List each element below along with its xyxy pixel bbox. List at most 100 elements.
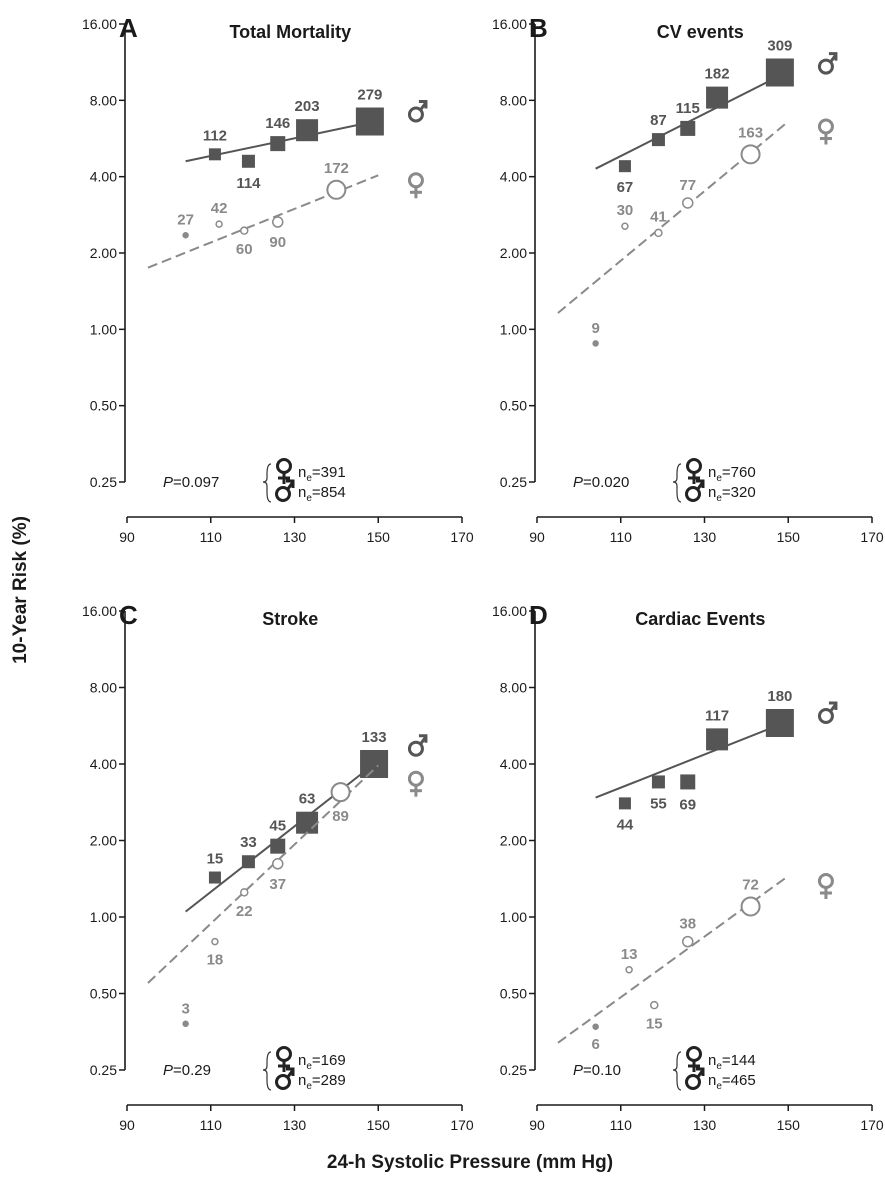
x-tick-label: 150 (367, 1117, 391, 1133)
data-label: 37 (269, 876, 286, 893)
y-tick-label: 0.50 (90, 986, 117, 1002)
male-data-point (765, 708, 794, 737)
male-data-point (680, 120, 696, 136)
data-label: 309 (767, 38, 792, 55)
x-tick-label: 90 (529, 1117, 545, 1133)
y-tick-label: 2.00 (90, 833, 117, 849)
female-data-point (682, 935, 694, 948)
female-symbol-icon (817, 872, 834, 899)
male-data-point (208, 148, 221, 161)
legend-male-icon-ring (275, 486, 291, 502)
male-symbol-icon-ring (407, 106, 424, 123)
x-tick-label: 90 (119, 529, 135, 545)
x-tick-label: 90 (529, 529, 545, 545)
legend-female-icon (686, 1046, 702, 1072)
legend-female-icon-ring (276, 458, 292, 474)
female-symbol-icon (407, 770, 424, 797)
male-data-point (355, 107, 384, 136)
data-label: 13 (621, 946, 638, 963)
data-label: 44 (617, 816, 634, 833)
y-tick-label: 0.25 (90, 1062, 117, 1078)
female-data-point (326, 179, 347, 200)
y-tick-label: 16.00 (82, 16, 117, 32)
legend-male-n: ne=320 (708, 484, 756, 504)
p-value: P=0.097 (163, 474, 219, 491)
p-value: P=0.29 (163, 1062, 211, 1079)
female-series: 6 13 15 38 72 (557, 875, 789, 1053)
legend-female-icon-ring (686, 458, 702, 474)
data-label: 6 (591, 1036, 599, 1053)
female-data-point (740, 144, 761, 165)
legend-male-icon (685, 1067, 705, 1090)
x-tick-label: 110 (200, 1117, 223, 1133)
panel-a: 0.25 0.50 1.00 2.00 4.00 8.00 16.00 90 110 130 150… (82, 13, 474, 545)
y-tick-label: 0.50 (500, 986, 527, 1002)
male-data-point (706, 86, 729, 109)
data-label: 114 (236, 175, 261, 192)
legend-female-icon (276, 1046, 292, 1072)
y-tick-label: 0.50 (90, 398, 117, 414)
data-label: 115 (676, 100, 700, 117)
male-data-point (270, 136, 286, 152)
data-label: 180 (767, 688, 792, 705)
male-series: 67 87 115 182 309 (595, 38, 794, 196)
data-label: 18 (207, 952, 224, 969)
male-data-point (618, 160, 631, 173)
male-data-point (706, 728, 729, 751)
panel-d: 0.25 0.50 1.00 2.00 4.00 8.00 16.00 90 110 130 150… (492, 600, 884, 1133)
y-tick-label: 1.00 (90, 321, 117, 337)
legend-female-n: ne=760 (708, 464, 756, 484)
female-data-point (211, 937, 219, 946)
data-label: 133 (362, 729, 387, 746)
female-series: 3 18 22 37 89 (147, 764, 379, 1028)
y-tick-label: 0.25 (500, 1062, 527, 1078)
male-symbol-icon (817, 52, 838, 75)
legend-male-n: ne=289 (298, 1072, 346, 1092)
legend-bracket (262, 1051, 272, 1091)
male-fit-line (595, 722, 785, 799)
p-value: P=0.10 (573, 1062, 621, 1079)
y-tick-label: 2.00 (500, 833, 527, 849)
legend-male-icon (685, 479, 705, 502)
female-data-point (682, 197, 694, 209)
female-data-point (592, 340, 599, 347)
male-data-point (208, 871, 221, 884)
y-tick-label: 1.00 (90, 909, 117, 925)
y-tick-label: 16.00 (82, 603, 117, 619)
data-label: 38 (679, 916, 696, 933)
x-tick-label: 150 (367, 529, 391, 545)
panel-b: 0.25 0.50 1.00 2.00 4.00 8.00 16.00 90 110 130 150… (492, 13, 884, 545)
legend-male-icon (275, 479, 295, 502)
male-series: 112 114 146 203 279 (185, 87, 384, 192)
female-data-point (330, 782, 351, 803)
y-tick-label: 8.00 (90, 680, 117, 696)
legend-male-icon-ring (685, 1074, 701, 1090)
male-data-point (360, 750, 389, 778)
data-label: 279 (357, 87, 382, 104)
male-symbol-icon (407, 100, 428, 123)
y-tick-label: 2.00 (500, 245, 527, 261)
female-symbol-icon-ring (407, 172, 424, 189)
female-fit-line (557, 875, 789, 1044)
x-tick-label: 130 (693, 1117, 717, 1133)
data-label: 63 (299, 791, 316, 808)
female-data-point (240, 226, 249, 235)
data-label: 9 (591, 320, 599, 337)
female-data-point (654, 228, 663, 238)
y-tick-label: 4.00 (90, 756, 117, 772)
female-data-point (592, 1023, 599, 1030)
male-symbol-icon-ring (817, 707, 834, 724)
male-data-point (270, 838, 286, 854)
female-data-point (272, 216, 284, 228)
female-symbol-icon (817, 118, 834, 145)
data-label: 163 (738, 124, 763, 141)
data-label: 15 (646, 1016, 663, 1033)
y-tick-label: 8.00 (500, 680, 527, 696)
data-label: 90 (269, 234, 286, 251)
x-tick-label: 150 (777, 529, 801, 545)
male-data-point (296, 119, 319, 142)
data-label: 146 (265, 115, 290, 132)
female-data-point (240, 888, 249, 897)
legend-female-n: ne=169 (298, 1052, 346, 1072)
